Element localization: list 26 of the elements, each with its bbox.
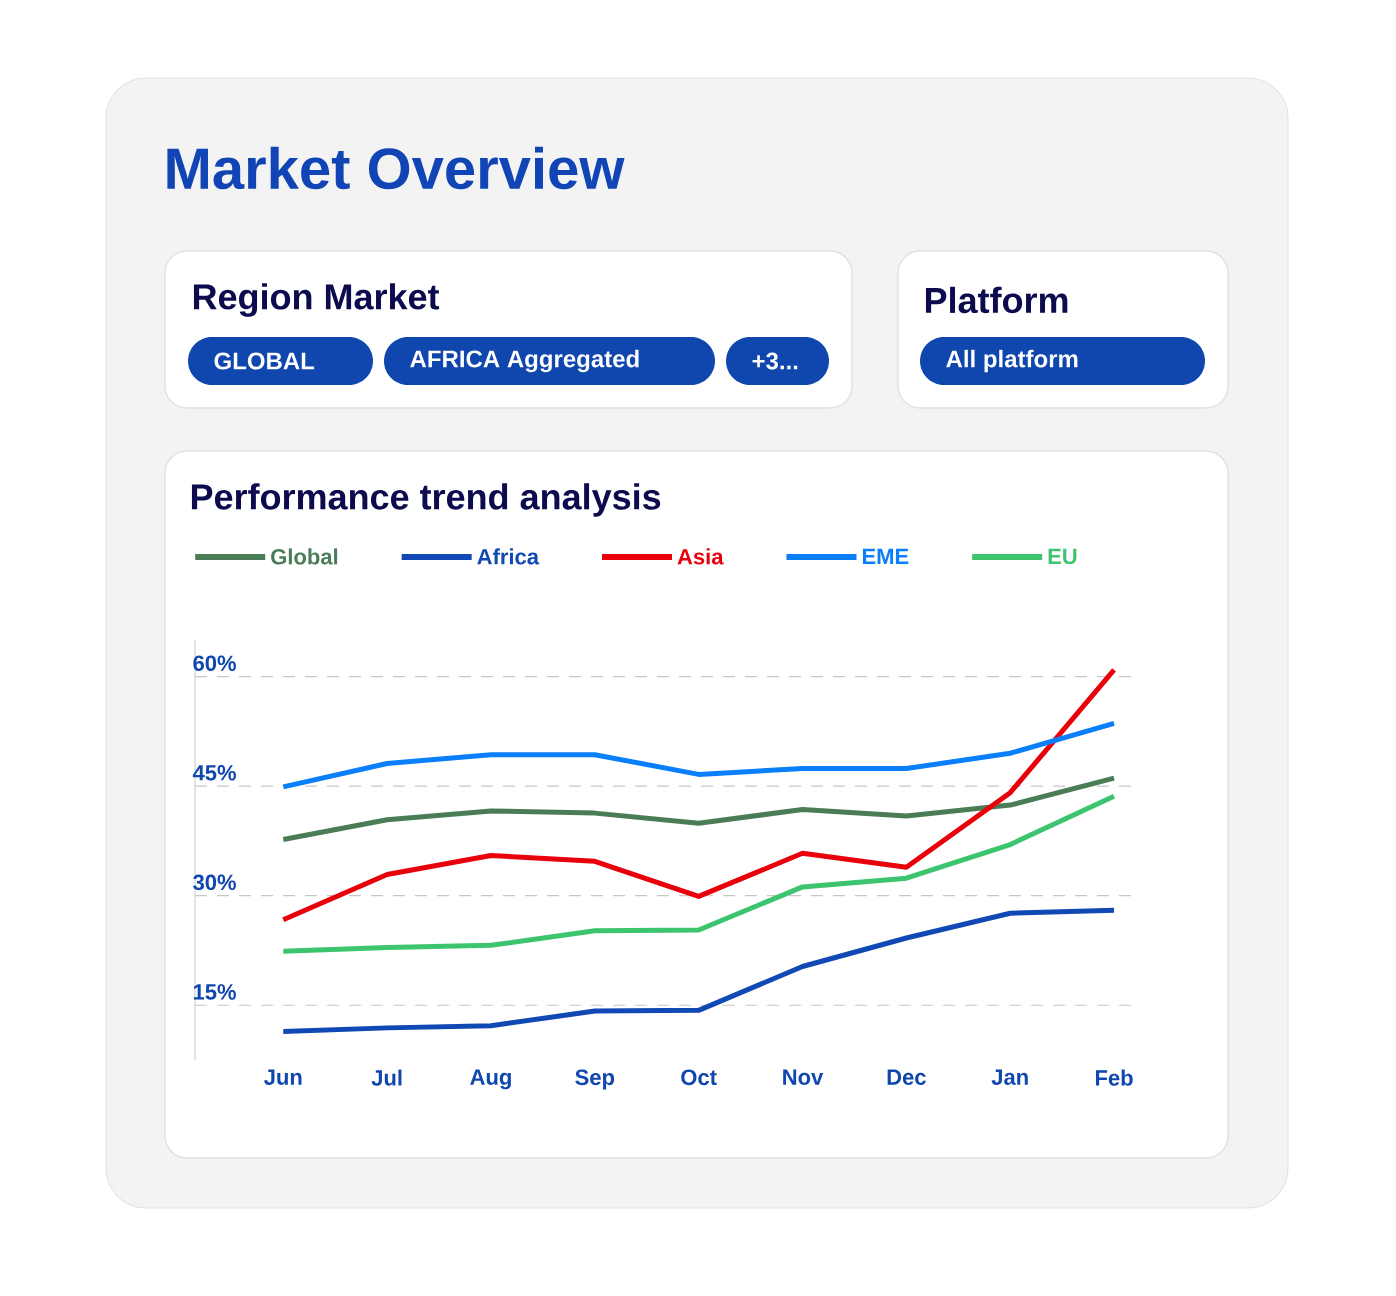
x-tick-label: Jul (371, 1069, 402, 1086)
text: AFRICA Aggregated (410, 349, 639, 373)
legend-label: Asia (677, 548, 724, 565)
text: Platform (925, 286, 1068, 314)
y-tick-label: 15% (193, 984, 236, 1000)
x-tick-label: Nov (783, 1069, 824, 1085)
text: All platform (946, 349, 1078, 373)
y-tick-label: 60% (193, 655, 236, 671)
text: +3... (752, 352, 798, 370)
x-tick-label: Aug (470, 1069, 511, 1090)
legend-label: EU (1048, 548, 1077, 565)
legend-label: EME (862, 548, 909, 564)
text: GLOBAL (214, 352, 315, 370)
x-tick-label: Feb (1095, 1069, 1133, 1086)
y-tick-label: 45% (192, 765, 236, 781)
chart-title: Market Overview (167, 146, 625, 190)
chart-subtitle: Performance trend analysis (191, 483, 661, 517)
x-tick-label: Jun (264, 1069, 302, 1085)
legend-label: Africa (477, 548, 540, 565)
x-tick-label: Jan (991, 1069, 1028, 1085)
x-tick-label: Dec (887, 1069, 926, 1085)
y-tick-label: 30% (193, 874, 236, 891)
text: Region Market (193, 283, 440, 317)
x-tick-label: Sep (575, 1069, 615, 1090)
x-tick-label: Oct (681, 1069, 717, 1086)
legend-label: Global (271, 548, 338, 565)
